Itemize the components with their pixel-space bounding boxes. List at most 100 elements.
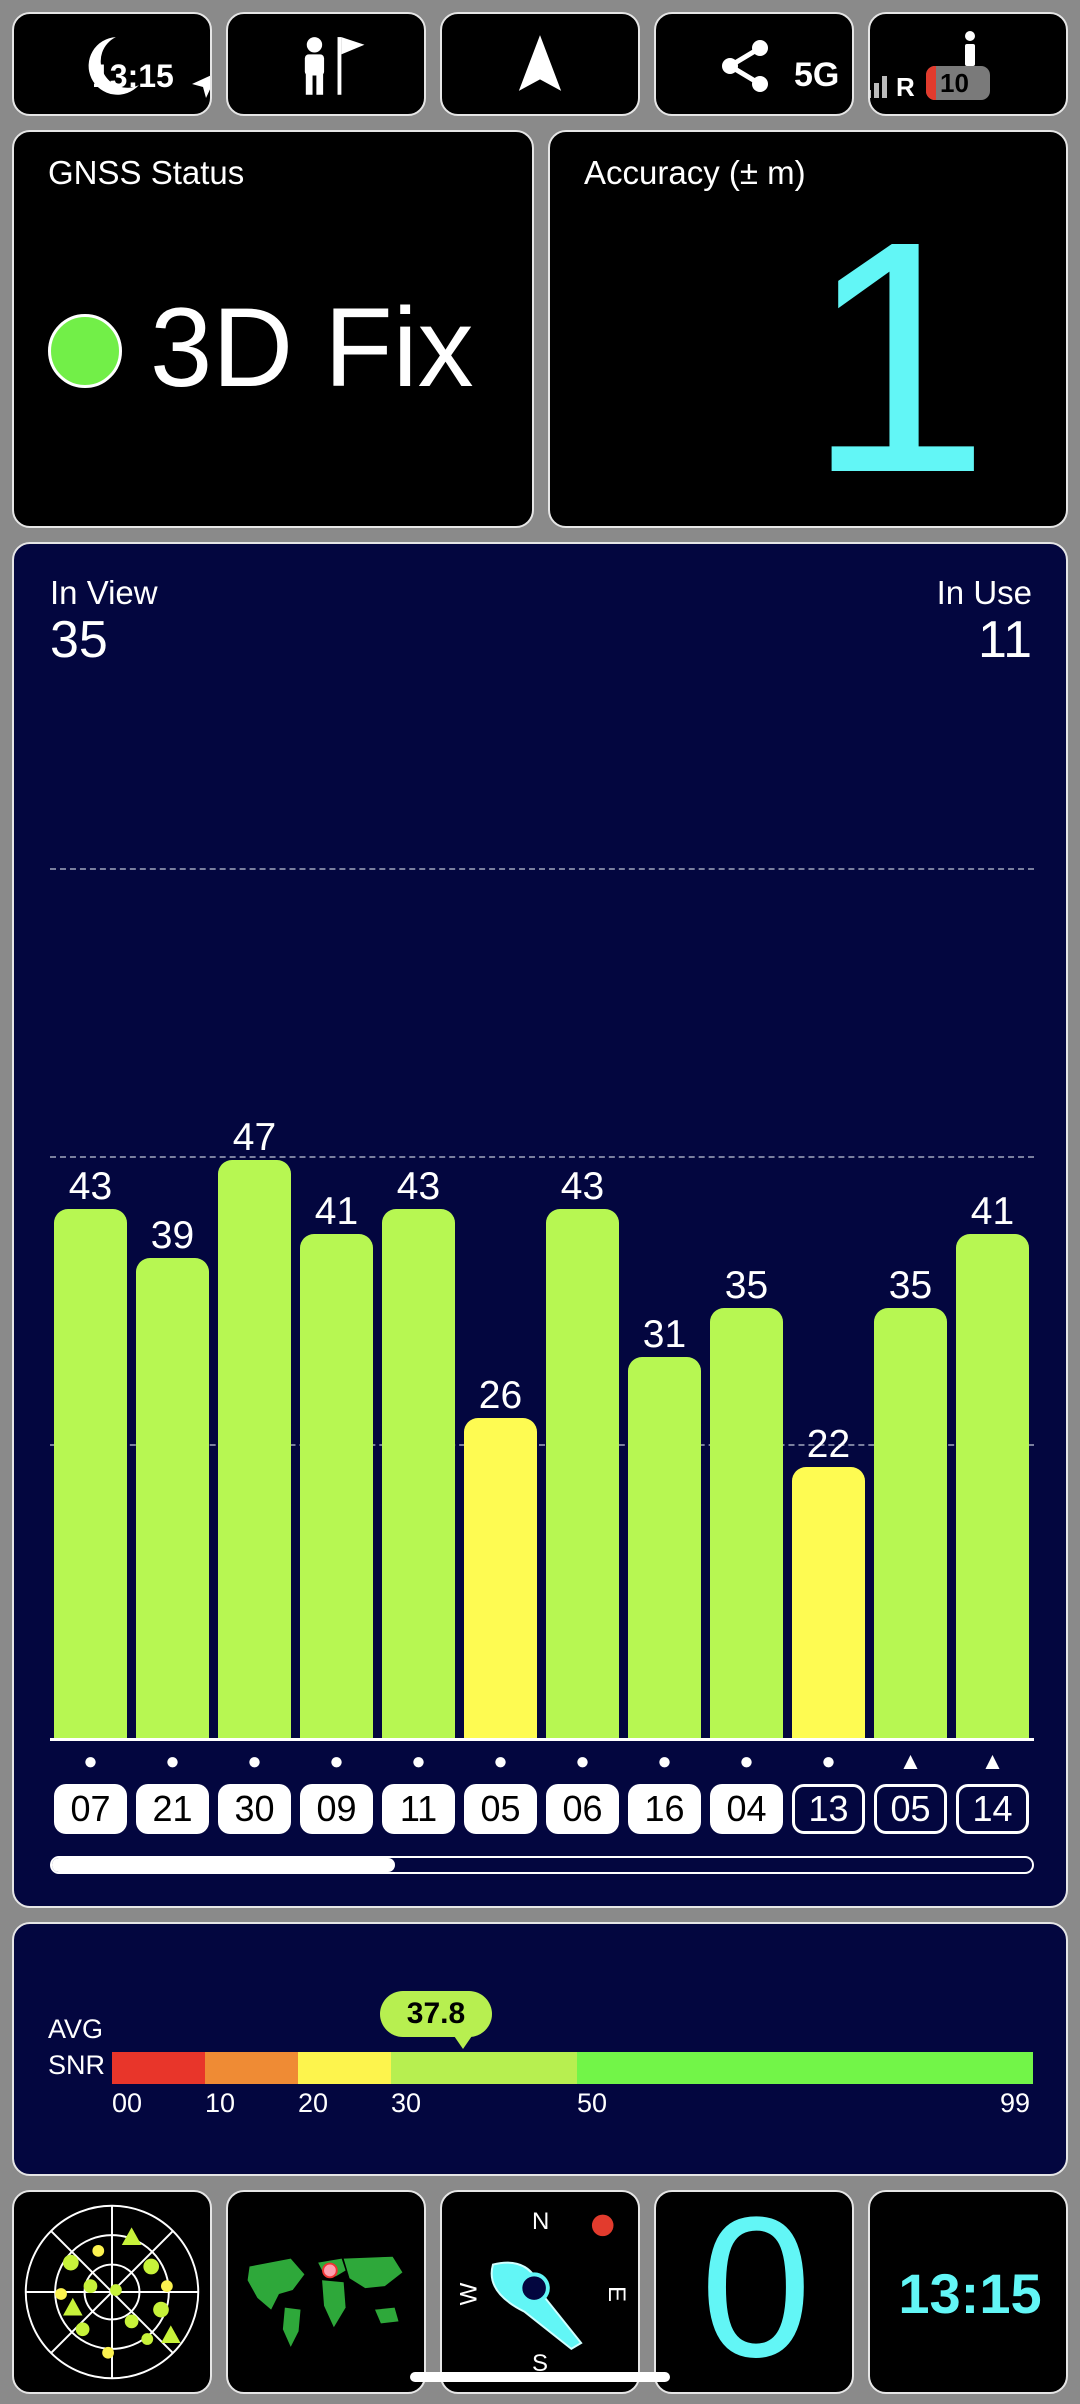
snr-value-label: 43 [396, 1165, 441, 1209]
snr-value-label: 26 [478, 1374, 523, 1418]
snr-bar[interactable] [546, 1209, 619, 1738]
snr-bar[interactable] [874, 1307, 947, 1738]
snr-bar[interactable] [792, 1467, 865, 1738]
satellite-prn-label[interactable]: 09 [300, 1784, 373, 1834]
dot-marker-icon: ● [739, 1748, 754, 1775]
satellite-prn-label[interactable]: 04 [710, 1784, 783, 1834]
share-icon [722, 40, 768, 92]
snr-bar[interactable] [136, 1258, 209, 1738]
dot-marker-icon: ● [821, 1748, 836, 1775]
avg-snr-bubble: 37.8 [380, 1991, 492, 2037]
sky-radar-icon [24, 2204, 200, 2380]
dot-marker-icon: ● [165, 1748, 180, 1775]
snr-value-label: 43 [560, 1165, 605, 1209]
snr-bar[interactable] [464, 1418, 537, 1738]
satellite-prn-label[interactable]: 05 [874, 1784, 947, 1834]
status-time: 13:15 [92, 58, 174, 94]
accuracy-title: Accuracy (± m) [584, 154, 806, 191]
dot-marker-icon: ● [575, 1748, 590, 1775]
satellite-counter-value: 0 [700, 2190, 812, 2394]
dot-marker-icon: ● [411, 1748, 426, 1775]
snr-bar[interactable] [628, 1356, 701, 1738]
grid-line [50, 1156, 1034, 1158]
compass-north: N [532, 2208, 550, 2235]
network-type: 5G [794, 56, 840, 94]
triangle-marker-icon: ▲ [980, 1748, 1005, 1775]
snr-scale-segment [298, 2052, 391, 2084]
night-mode-icon [88, 37, 139, 95]
horizontal-scrollbar[interactable] [50, 1856, 1034, 1874]
chart-baseline [50, 1738, 1034, 1741]
satellite-panel: In View 35 In Use 11 43 39 47 41 43 26 43 31 35 2… [12, 542, 1068, 1908]
satellite-counter-tile[interactable]: 0 [654, 2190, 854, 2394]
snr-bar[interactable] [300, 1233, 373, 1738]
dot-marker-icon: ● [493, 1748, 508, 1775]
avg-snr-pointer [452, 2033, 474, 2049]
satellite-prn-label[interactable]: 13 [792, 1784, 865, 1834]
snr-value-label: 39 [150, 1214, 195, 1258]
avg-snr-panel [12, 1922, 1068, 2176]
home-indicator[interactable] [410, 2372, 670, 2382]
share-button[interactable]: 5G [654, 12, 854, 116]
battery-icon: 10 [926, 66, 990, 100]
fix-indicator-dot [48, 314, 122, 388]
battery-level: 10 [940, 68, 969, 98]
snr-bar[interactable] [382, 1209, 455, 1738]
snr-bar[interactable] [710, 1307, 783, 1738]
in-use-count: 11 [978, 611, 1032, 669]
compass-button[interactable]: N E S W [440, 2190, 640, 2394]
flag-person-icon [304, 37, 365, 95]
snr-scale-tick: 00 [112, 2088, 143, 2118]
in-view-count: 35 [50, 611, 108, 669]
navigation-icon [518, 35, 562, 91]
satellite-prn-label[interactable]: 05 [464, 1784, 537, 1834]
snr-value-label: 31 [642, 1312, 687, 1356]
snr-scale-segment [391, 2052, 577, 2084]
flag-person-button[interactable] [226, 12, 426, 116]
satellite-prn-label[interactable]: 30 [218, 1784, 291, 1834]
snr-value-label: 35 [724, 1263, 769, 1307]
grid-line [50, 868, 1034, 870]
scrollbar-thumb[interactable] [52, 1858, 395, 1872]
world-map-icon [247, 2256, 403, 2347]
clock-tile[interactable]: 13:15 [868, 2190, 1068, 2394]
compass-south: S [532, 2350, 549, 2377]
snr-scale-tick: 20 [298, 2088, 329, 2118]
in-use-label: In Use [936, 574, 1032, 611]
snr-scale-tick: 10 [205, 2088, 236, 2118]
avg-label: AVG [48, 2014, 104, 2044]
satellite-prn-label[interactable]: 11 [382, 1784, 455, 1834]
world-map-button[interactable] [226, 2190, 426, 2394]
snr-bar[interactable] [956, 1233, 1029, 1738]
snr-label: SNR [48, 2050, 106, 2080]
dot-marker-icon: ● [247, 1748, 262, 1775]
roaming-indicator: R [896, 72, 915, 102]
dot-marker-icon: ● [329, 1748, 344, 1775]
snr-value-label: 43 [68, 1165, 113, 1209]
triangle-marker-icon: ▲ [898, 1748, 923, 1775]
info-button[interactable]: R 10 [868, 12, 1068, 116]
satellite-prn-label[interactable]: 16 [628, 1784, 701, 1834]
dot-marker-icon: ● [83, 1748, 98, 1775]
snr-scale-segment [112, 2052, 205, 2084]
satellite-prn-label[interactable]: 07 [54, 1784, 127, 1834]
fix-status-text: 3D Fix [150, 285, 474, 410]
snr-value-label: 41 [970, 1189, 1015, 1233]
snr-scale-segment [205, 2052, 298, 2084]
snr-value-label: 22 [806, 1423, 851, 1467]
satellite-prn-label[interactable]: 06 [546, 1784, 619, 1834]
snr-bar[interactable] [54, 1209, 127, 1738]
grid-line [50, 1444, 1034, 1446]
gnss-status-title: GNSS Status [48, 154, 245, 191]
sky-radar-button[interactable] [12, 2190, 212, 2394]
dot-marker-icon: ● [657, 1748, 672, 1775]
snr-scale-tick: 30 [391, 2088, 422, 2118]
snr-bar[interactable] [218, 1159, 291, 1738]
satellite-prn-label[interactable]: 14 [956, 1784, 1029, 1834]
in-view-label: In View [50, 574, 158, 611]
accuracy-value: 1 [806, 172, 990, 528]
satellite-prn-label[interactable]: 21 [136, 1784, 209, 1834]
compass-icon [490, 2214, 614, 2351]
navigation-button[interactable] [440, 12, 640, 116]
night-mode-button[interactable]: 13:15 [12, 12, 212, 116]
